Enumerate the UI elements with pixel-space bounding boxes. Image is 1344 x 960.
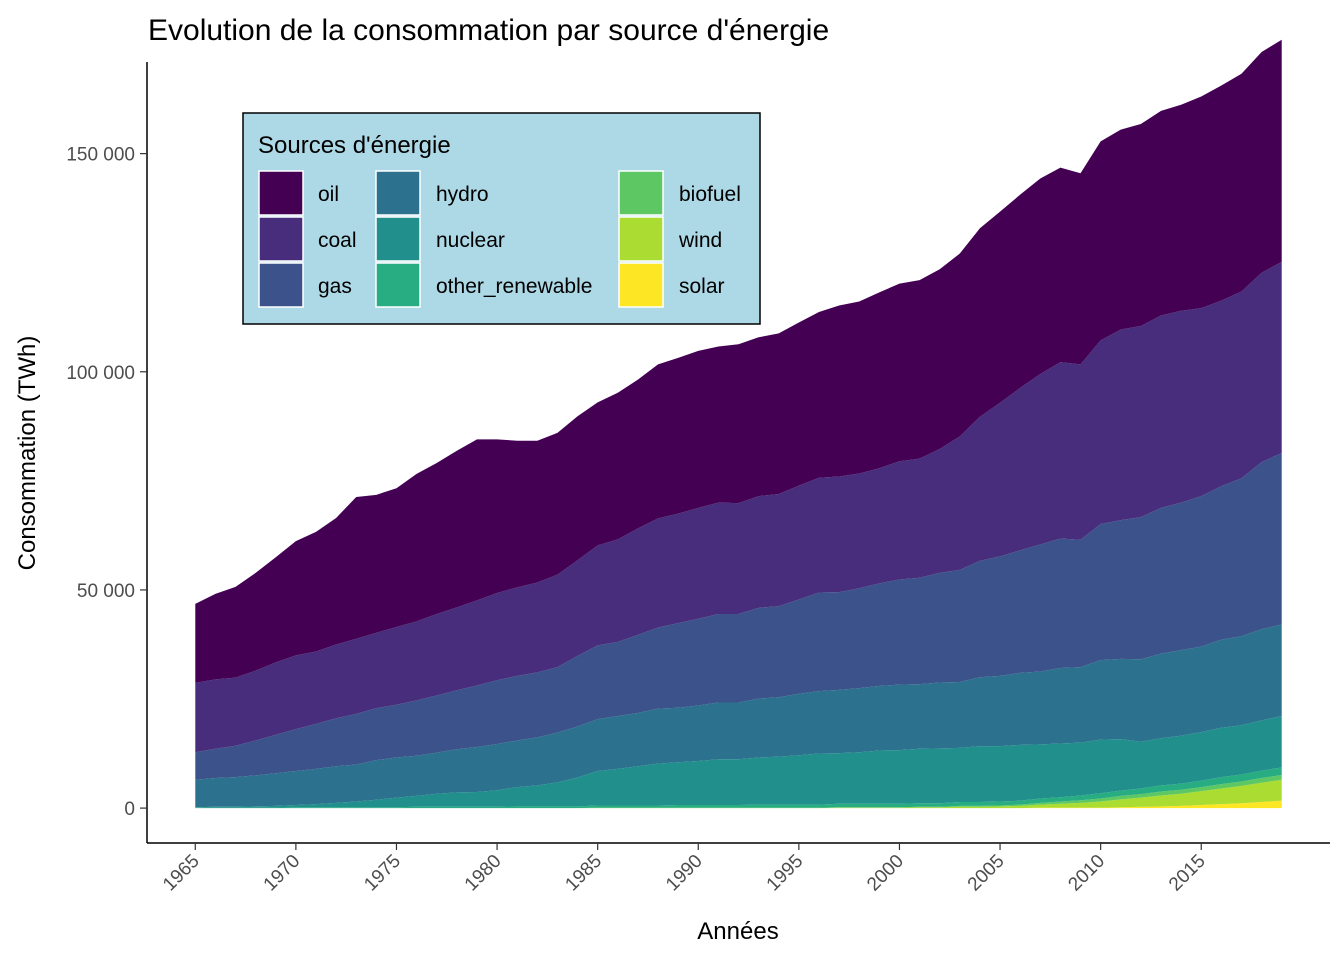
legend-items: oil coal gas hydro nuclear other_renewable bio… xyxy=(258,170,741,308)
x-tick-label: 2015 xyxy=(1165,851,1210,896)
area-wind xyxy=(195,779,1282,809)
y-tick-label: 0 xyxy=(124,799,135,820)
x-tick-label: 1965 xyxy=(159,851,204,896)
legend-swatch-wind xyxy=(618,216,664,262)
legend-label-hydro: hydro xyxy=(436,183,489,206)
legend-label-gas: gas xyxy=(318,275,352,298)
x-tick-label: 1970 xyxy=(260,851,305,896)
legend-swatch-solar xyxy=(618,262,664,308)
legend-swatch-hydro xyxy=(375,170,421,216)
y-tick-label: 100 000 xyxy=(66,363,135,384)
legend-background xyxy=(242,112,761,325)
legend-swatch-other-renewable xyxy=(375,262,421,308)
area-coal xyxy=(195,261,1282,753)
area-gas xyxy=(195,452,1282,780)
legend-label-coal: coal xyxy=(318,229,357,252)
legend: Sources d'énergie oil coal gas hydro nuclear… xyxy=(242,112,761,325)
y-tick-label: 150 000 xyxy=(66,145,135,166)
legend-swatch-nuclear xyxy=(375,216,421,262)
legend-label-biofuel: biofuel xyxy=(679,183,741,206)
x-tick-label: 1990 xyxy=(662,851,707,896)
area-oil xyxy=(195,39,1282,683)
x-tick-label: 1995 xyxy=(763,851,808,896)
legend-label-nuclear: nuclear xyxy=(436,229,505,252)
legend-label-other-renewable: other_renewable xyxy=(436,275,592,298)
x-axis-title: Années xyxy=(697,918,778,945)
chart-title: Evolution de la consommation par source … xyxy=(148,14,829,47)
stacked-areas xyxy=(195,39,1282,809)
x-tick-label: 1980 xyxy=(461,851,506,896)
area-solar xyxy=(195,800,1282,809)
y-tick-label: 50 000 xyxy=(77,581,135,602)
x-tick-label: 1985 xyxy=(561,851,606,896)
legend-swatch-gas xyxy=(258,262,304,308)
area-hydro xyxy=(195,624,1282,808)
legend-label-oil: oil xyxy=(318,183,339,206)
legend-swatch-coal xyxy=(258,216,304,262)
legend-swatch-biofuel xyxy=(618,170,664,216)
x-tick-label: 2010 xyxy=(1064,851,1109,896)
x-tick-label: 2000 xyxy=(863,851,908,896)
x-tick-label: 1975 xyxy=(360,851,405,896)
y-axis-title: Consommation (TWh) xyxy=(14,336,41,571)
legend-title: Sources d'énergie xyxy=(258,132,451,159)
area-nuclear xyxy=(195,716,1282,808)
legend-swatch-oil xyxy=(258,170,304,216)
legend-label-solar: solar xyxy=(679,275,725,298)
x-tick-label: 2005 xyxy=(964,851,1009,896)
legend-label-wind: wind xyxy=(678,229,722,252)
